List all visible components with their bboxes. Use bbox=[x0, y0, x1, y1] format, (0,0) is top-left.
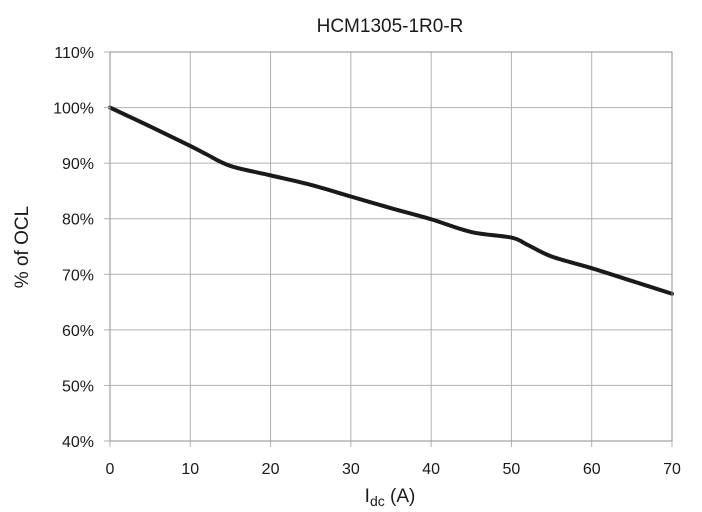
y-axis-label: % of OCL bbox=[12, 206, 33, 288]
y-tick-label: 110% bbox=[54, 45, 94, 62]
y-tick-label: 60% bbox=[62, 323, 94, 340]
x-tick-label: 40 bbox=[422, 461, 440, 478]
x-axis-label-subscript: dc bbox=[370, 493, 385, 509]
x-axis-label: Idc (A) bbox=[365, 486, 416, 509]
y-tick-label: 50% bbox=[62, 378, 94, 395]
x-axis-label-unit: (A) bbox=[385, 486, 416, 507]
x-axis-label-main: I bbox=[365, 486, 370, 507]
x-tick-label: 60 bbox=[583, 461, 601, 478]
x-axis-ticks: 0 10 20 30 40 50 60 70 bbox=[106, 441, 681, 478]
y-tick-label: 100% bbox=[53, 101, 94, 118]
x-tick-label: 0 bbox=[106, 461, 115, 478]
x-tick-label: 10 bbox=[181, 461, 199, 478]
grid bbox=[109, 51, 673, 442]
y-tick-label: 90% bbox=[62, 156, 94, 173]
y-tick-label: 40% bbox=[62, 434, 94, 451]
y-axis-ticks: 40% 50% 60% 70% 80% 90% 100% 110% bbox=[53, 45, 110, 451]
x-tick-label: 20 bbox=[262, 461, 280, 478]
x-tick-label: 50 bbox=[503, 461, 521, 478]
x-tick-label: 30 bbox=[342, 461, 360, 478]
x-tick-label: 70 bbox=[663, 461, 681, 478]
y-tick-label: 80% bbox=[62, 212, 94, 229]
series-layer bbox=[108, 105, 674, 296]
chart-title: HCM1305-1R0-R bbox=[317, 16, 464, 37]
series-line-ocl bbox=[108, 105, 674, 296]
plot-frame bbox=[109, 51, 673, 442]
y-tick-label: 70% bbox=[62, 267, 94, 284]
